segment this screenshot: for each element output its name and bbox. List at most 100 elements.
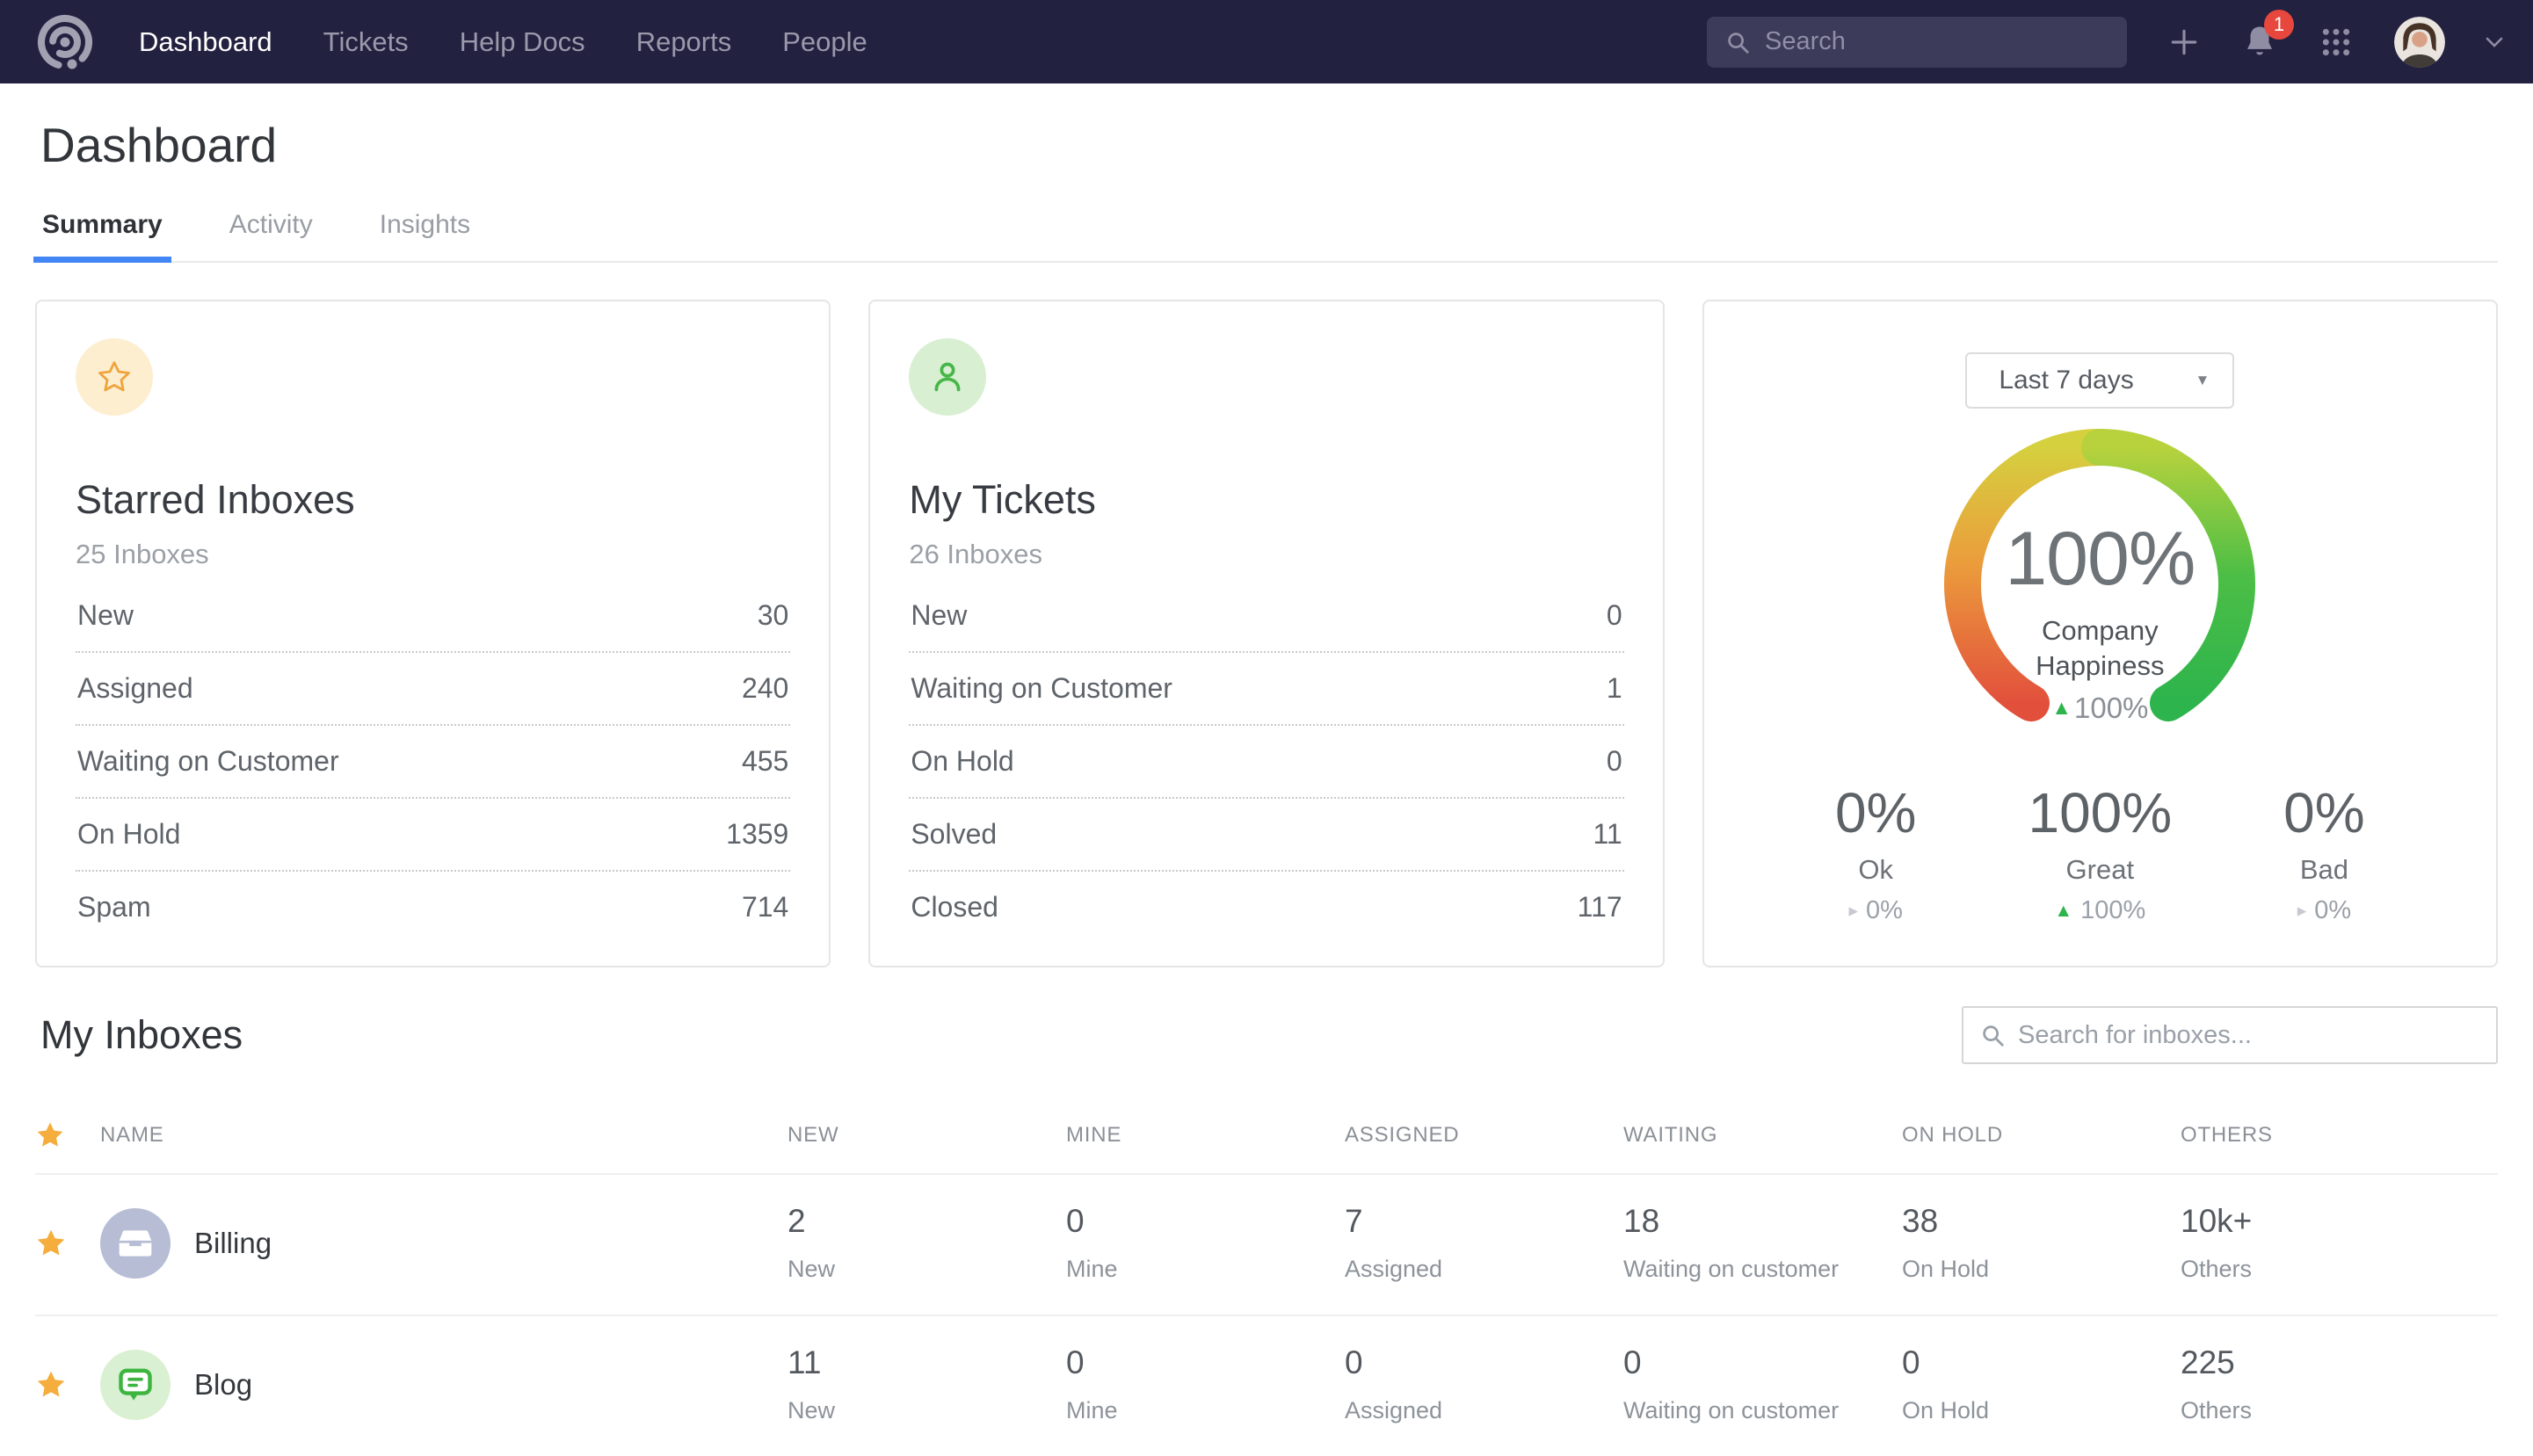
stat-label: Great — [2065, 854, 2135, 885]
col-others: OTHERS — [2181, 1123, 2273, 1147]
tab-activity[interactable]: Activity — [229, 210, 313, 261]
stat-label: Ok — [1858, 854, 1894, 885]
search-icon — [1979, 1022, 2006, 1048]
stat-row: Assigned 240 — [76, 651, 791, 724]
tab-summary[interactable]: Summary — [33, 210, 171, 263]
card-title: Starred Inboxes — [76, 477, 355, 522]
account-menu-chevron[interactable] — [2486, 36, 2503, 48]
stat-value: 0 — [1606, 745, 1622, 777]
inbox-name[interactable]: Blog — [194, 1367, 253, 1401]
caret-down-icon: ▼ — [2195, 372, 2210, 388]
gauge-delta: ▲ 100% — [2051, 691, 2149, 724]
stat-value: 0% — [2283, 781, 2365, 844]
gauge-readout: 100% Company Happiness ▲ 100% — [1924, 516, 2275, 725]
cell-assigned: 7 Assigned — [1345, 1203, 1443, 1282]
nav-right-controls: 1 — [1707, 9, 2503, 68]
happiness-breakdown: 0% Ok ▸ 0% 100% Great ▲ 100% 0% — [1764, 780, 2436, 925]
trend-up-icon: ▲ — [2054, 900, 2073, 921]
inbox-avatar-icon — [100, 1349, 171, 1420]
gauge-value: 100% — [2005, 517, 2196, 601]
stat-label: On Hold — [911, 745, 1014, 777]
col-assigned: ASSIGNED — [1345, 1123, 1460, 1147]
dashboard-tabs: Summary Activity Insights — [33, 210, 2498, 263]
stat-label: Spam — [77, 891, 151, 923]
card-subtitle: 25 Inboxes — [76, 539, 209, 569]
apps-grid-button[interactable] — [2319, 25, 2354, 60]
trend-flat-icon: ▸ — [2297, 901, 2307, 921]
top-nav: Dashboard Tickets Help Docs Reports Peop… — [0, 0, 2533, 83]
cell-mine: 0 Mine — [1066, 1344, 1118, 1423]
my-inboxes-section: My Inboxes NAME NEW MINE ASSIGNED W — [35, 1006, 2498, 1456]
stat-row: Waiting on Customer 1 — [909, 651, 1624, 724]
global-search-input[interactable] — [1765, 27, 2109, 56]
stat-label: Assigned — [77, 672, 193, 704]
stat-row: Spam 714 — [76, 870, 791, 943]
page-title: Dashboard — [40, 118, 278, 172]
my-tickets-card: My Tickets 26 Inboxes New 0 Waiting on C… — [868, 300, 1665, 967]
gauge-label: Company Happiness — [2036, 615, 2165, 682]
stat-row: Waiting on Customer 455 — [76, 724, 791, 797]
stat-label: Closed — [911, 891, 998, 923]
date-range-selector[interactable]: Last 7 days ▼ — [1965, 352, 2235, 409]
nav-dashboard[interactable]: Dashboard — [139, 25, 272, 57]
nav-tickets[interactable]: Tickets — [323, 25, 409, 57]
stat-row: On Hold 1359 — [76, 797, 791, 870]
cell-mine: 0 Mine — [1066, 1203, 1118, 1282]
inbox-name[interactable]: Billing — [194, 1226, 272, 1259]
cell-waiting: 0 Waiting on customer — [1623, 1344, 1840, 1423]
create-new-button[interactable] — [2167, 25, 2201, 59]
tickets-stats-list: New 0 Waiting on Customer 1 On Hold 0 So… — [909, 580, 1624, 943]
stat-value: 1359 — [726, 818, 789, 850]
stat-label: On Hold — [77, 818, 181, 850]
star-column-icon — [35, 1120, 100, 1150]
inbox-search-input[interactable] — [2018, 1020, 2480, 1050]
stat-value: 455 — [741, 745, 789, 777]
cell-assigned: 0 Assigned — [1345, 1344, 1443, 1423]
cell-others: 10k+ Others — [2181, 1203, 2253, 1282]
notification-badge: 1 — [2264, 9, 2294, 40]
stat-label: New — [77, 599, 134, 631]
star-toggle[interactable] — [35, 1228, 100, 1259]
user-avatar[interactable] — [2394, 16, 2445, 68]
plus-icon — [2171, 29, 2197, 54]
card-title: My Tickets — [909, 477, 1096, 522]
col-mine: MINE — [1066, 1123, 1122, 1147]
stat-value: 0 — [1606, 599, 1622, 631]
summary-cards: Starred Inboxes 25 Inboxes New 30 Assign… — [35, 300, 2498, 967]
stat-label: Bad — [2299, 854, 2349, 885]
stat-delta: ▸ 0% — [1848, 896, 1903, 924]
stat-ok: 0% Ok ▸ 0% — [1764, 780, 1988, 925]
stat-value: 30 — [757, 599, 789, 631]
nav-help-docs[interactable]: Help Docs — [459, 25, 585, 57]
inbox-search — [1962, 1006, 2498, 1064]
stat-value: 714 — [741, 891, 789, 923]
starred-stats-list: New 30 Assigned 240 Waiting on Customer … — [76, 580, 791, 943]
inbox-avatar-icon — [100, 1207, 171, 1279]
tab-insights[interactable]: Insights — [380, 210, 470, 261]
nav-people[interactable]: People — [782, 25, 867, 57]
stat-value: 117 — [1577, 891, 1622, 923]
happiness-gauge: 100% Company Happiness ▲ 100% — [1924, 421, 2275, 735]
star-icon — [76, 338, 153, 416]
nav-reports[interactable]: Reports — [635, 25, 732, 57]
stat-row: On Hold 0 — [909, 724, 1624, 797]
cell-waiting: 18 Waiting on customer — [1623, 1203, 1840, 1282]
stat-delta: ▲ 100% — [2054, 896, 2146, 924]
col-on-hold: ON HOLD — [1902, 1123, 2003, 1147]
grid-dots-icon — [2322, 28, 2350, 55]
inbox-row-billing[interactable]: Billing 2 New 0 Mine 7 Assigned 18 Waiti… — [35, 1175, 2498, 1316]
global-search — [1707, 16, 2127, 68]
star-toggle[interactable] — [35, 1369, 100, 1401]
notifications-button[interactable]: 1 — [2241, 9, 2294, 61]
search-icon — [1724, 29, 1751, 55]
cell-on-hold: 0 On Hold — [1902, 1344, 1990, 1423]
stat-row: New 0 — [909, 580, 1623, 651]
stat-value: 0% — [1834, 781, 1917, 844]
col-waiting: WAITING — [1623, 1123, 1718, 1147]
col-new: NEW — [787, 1123, 839, 1147]
starred-inboxes-card: Starred Inboxes 25 Inboxes New 30 Assign… — [35, 300, 831, 967]
stat-label: Solved — [911, 818, 998, 850]
card-subtitle: 26 Inboxes — [909, 539, 1042, 569]
stat-bad: 0% Bad ▸ 0% — [2212, 780, 2436, 925]
app-logo[interactable] — [33, 11, 97, 74]
